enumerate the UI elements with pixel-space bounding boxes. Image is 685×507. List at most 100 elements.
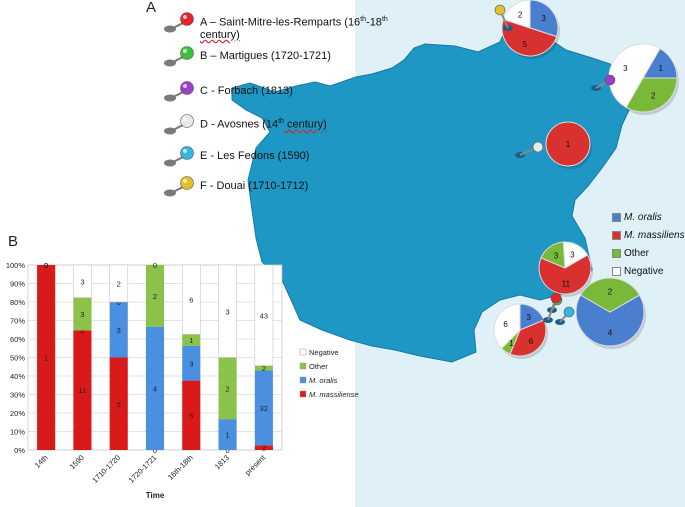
panel-b-label: B [8, 233, 19, 250]
site-name: Les Fedons [217, 150, 275, 162]
pie-slice-negative [608, 43, 661, 109]
site-date: (1720-1721) [267, 50, 331, 62]
bar-value-label: 6 [189, 296, 193, 305]
y-tick-label: 10% [10, 428, 25, 437]
bar-segment [254, 365, 273, 371]
pin-icon [164, 46, 194, 67]
bar-value-label: 0 [153, 446, 157, 455]
pie-slice-label: 6 [503, 320, 508, 329]
bar-segment [218, 357, 237, 420]
bar-segment [182, 380, 201, 450]
bar-value-label: 0 [44, 261, 48, 270]
pie-slice-label: 3 [623, 64, 628, 73]
pie-slice-label: 1 [658, 64, 663, 73]
site-date: (1590) [274, 150, 310, 162]
bar-value-label: 3 [80, 277, 84, 286]
bar-value-label: 4 [153, 384, 157, 393]
site-letter: B – [200, 50, 220, 62]
bar-value-label: 11 [79, 386, 87, 395]
pie-a: 11 3 3 [538, 241, 593, 297]
pie-slice-oralis [529, 0, 559, 38]
bar-value-label: 3 [225, 307, 229, 316]
pie-slice-label: 11 [562, 280, 571, 289]
chart-legend-swatch [299, 348, 307, 356]
map-pin-icon [494, 4, 506, 16]
pie-slice-label: 2 [608, 288, 613, 297]
pie-slice-label: 3 [554, 251, 559, 260]
pie-c: 1 2 3 [608, 43, 679, 115]
legend-label: M. massiliense [624, 230, 685, 241]
site-letter: A – [200, 16, 219, 29]
pie-slice-label: 2 [518, 10, 523, 19]
pin-icon [164, 12, 194, 33]
chart-legend-label: M. massiliense [309, 390, 359, 399]
bar-value-label: 1 [44, 354, 48, 363]
bar-value-label: 43 [260, 311, 268, 320]
site-letter: D - [200, 118, 218, 131]
map-pin-icon [532, 141, 544, 153]
bar-segment [73, 330, 92, 450]
pie-slice-negative [493, 303, 521, 350]
bar-value-label: 3 [117, 326, 121, 335]
pie-b: 42 [575, 277, 646, 349]
map-legend-item: M. massiliense [612, 230, 685, 241]
bar-segment [182, 334, 201, 346]
site-legend-text: F - Douai (1710-1712) [200, 180, 308, 192]
bar-value-label: 3 [189, 359, 193, 368]
site-name: Saint-Mitre-les-Remparts [218, 16, 342, 29]
y-tick-label: 50% [10, 354, 25, 363]
pie-slice-label: 4 [608, 328, 613, 337]
chart-legend-swatch [299, 376, 307, 384]
bar-value-label: 2 [225, 384, 229, 393]
site-date: (16 [341, 16, 361, 29]
panel-a-label: A [146, 0, 157, 16]
bar-segment [218, 419, 237, 450]
chart-legend-swatch [299, 362, 307, 370]
bar-value-label: 0 [44, 261, 48, 270]
site-date-sup: th [381, 16, 388, 23]
pie-slice-label: 3 [570, 250, 575, 259]
site-legend-text: B – Martigues (1720-1721) [200, 50, 331, 62]
site-name: Forbach [217, 85, 259, 97]
y-tick-label: 60% [10, 335, 25, 344]
pin-icon [164, 176, 194, 197]
site-date: (1710-1712) [245, 180, 309, 192]
bar-segment [37, 265, 56, 450]
pie-slice-massiliense [501, 18, 558, 57]
pie-slice-massiliense [538, 254, 592, 295]
site-name: Avosnes [217, 118, 260, 131]
bar-segment [109, 357, 128, 450]
site-date-end: century) [200, 28, 240, 41]
y-tick-label: 30% [10, 391, 25, 400]
bar-value-label: 32 [260, 404, 268, 413]
pie-d: 1 [545, 121, 592, 169]
pie-slice-massiliense [509, 319, 547, 357]
site-letter: E - [200, 150, 218, 162]
bar-segment [254, 264, 274, 366]
bar-segment [145, 265, 165, 327]
site-name: Douai [216, 180, 246, 192]
bar-segment [73, 264, 92, 298]
bar-segment [109, 302, 128, 358]
bar-value-label: 0 [225, 446, 229, 455]
bar-value-label: 2 [262, 364, 266, 373]
pie-slice-massiliense [545, 121, 591, 167]
pie-slice-label: 6 [529, 337, 534, 346]
bar-segment [145, 326, 165, 450]
y-tick-label: 20% [10, 409, 25, 418]
legend-label: M. oralis [624, 212, 662, 223]
pin-icon [164, 114, 194, 135]
map-pin-icon [550, 292, 562, 304]
chart-legend-swatch [299, 390, 307, 398]
legend-swatch [612, 212, 621, 222]
chart-legend-label: Other [309, 362, 328, 371]
map-pin-icon [604, 74, 616, 86]
pin-icon [164, 146, 194, 167]
pie-slice-negative [562, 241, 589, 269]
bar-segment [254, 445, 273, 450]
pie-slice-label: 3 [541, 14, 546, 23]
site-date-sup: th [278, 118, 284, 125]
bar-value-label: 2 [117, 280, 121, 289]
